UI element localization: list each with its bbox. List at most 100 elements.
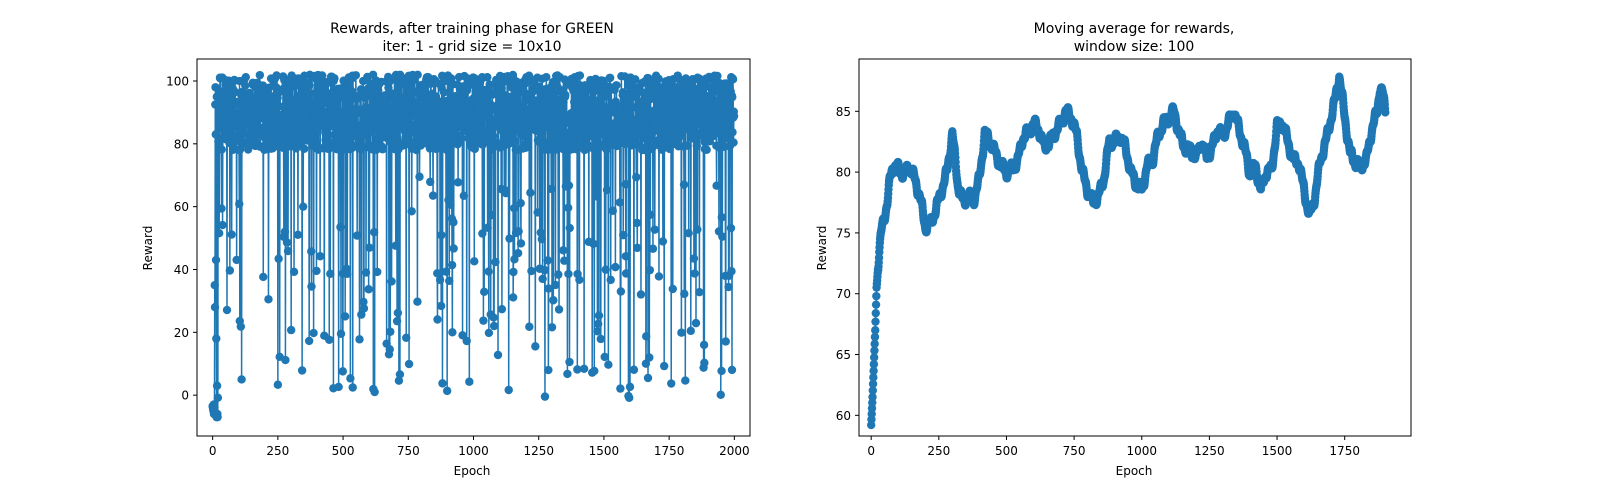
- rewards-data-point: [507, 105, 517, 114]
- rewards-data-point: [336, 222, 345, 232]
- rewards-data-point: [693, 225, 702, 234]
- rewards-data-point: [543, 256, 553, 265]
- rewards-data-point: [590, 366, 599, 376]
- rewards-data-point: [621, 180, 630, 189]
- rewards-data-point: [718, 232, 727, 241]
- rewards-data-point: [225, 266, 235, 275]
- moving-average-data-point: [871, 308, 880, 318]
- rewards-data-point: [210, 281, 219, 290]
- rewards-chart: Rewards, after training phase for GREEN …: [141, 21, 751, 478]
- rewards-data-point: [563, 369, 572, 379]
- rewards-data-point: [449, 218, 458, 227]
- moving-average-y-tick-label: 75: [836, 226, 851, 240]
- rewards-data-point: [456, 133, 466, 142]
- rewards-data-point: [596, 334, 605, 344]
- rewards-data-point: [216, 113, 226, 123]
- rewards-data-point: [263, 102, 272, 112]
- rewards-data-point: [319, 99, 328, 109]
- rewards-x-tick-label: 0: [209, 444, 217, 458]
- rewards-data-point: [509, 267, 518, 277]
- rewards-data-point: [312, 266, 321, 276]
- rewards-data-point: [355, 335, 364, 344]
- rewards-x-tick-label: 1250: [523, 444, 554, 458]
- rewards-data-point: [625, 393, 634, 402]
- rewards-y-tick-label: 100: [166, 74, 189, 88]
- rewards-data-point: [684, 228, 693, 238]
- rewards-data-point: [336, 329, 346, 338]
- rewards-data-point: [565, 357, 574, 367]
- rewards-data-point: [325, 335, 334, 344]
- rewards-data-point: [621, 252, 631, 261]
- rewards-data-point: [404, 359, 414, 369]
- rewards-data-point: [526, 188, 535, 197]
- rewards-data-point: [680, 289, 689, 299]
- rewards-data-point: [237, 375, 246, 384]
- rewards-x-tick-label: 250: [266, 444, 289, 458]
- moving-average-axes-frame: [858, 58, 1412, 437]
- rewards-data-point: [523, 132, 532, 141]
- rewards-data-point: [369, 227, 379, 237]
- rewards-data-point: [459, 191, 469, 200]
- rewards-data-point: [218, 104, 228, 114]
- rewards-data-point: [565, 223, 574, 233]
- rewards-data-point: [407, 207, 416, 216]
- rewards-data-point: [272, 71, 281, 80]
- rewards-data-point: [633, 243, 642, 253]
- rewards-data-point: [475, 116, 484, 126]
- rewards-data-point: [542, 106, 552, 116]
- rewards-data-point: [259, 122, 268, 132]
- rewards-data-point: [686, 126, 696, 135]
- rewards-data-point: [453, 178, 463, 187]
- rewards-data-point: [352, 231, 362, 240]
- rewards-data-point: [505, 234, 514, 243]
- rewards-data-point: [359, 297, 368, 307]
- rewards-data-point: [554, 270, 563, 279]
- rewards-data-point: [289, 267, 299, 277]
- rewards-x-tick-label: 2000: [719, 444, 750, 458]
- rewards-data-point: [338, 367, 348, 376]
- rewards-data-point: [567, 108, 576, 118]
- rewards-data-point: [465, 377, 474, 386]
- rewards-data-point: [537, 235, 547, 244]
- rewards-data-point: [544, 365, 553, 375]
- rewards-data-point: [728, 128, 737, 137]
- rewards-data-point: [605, 73, 615, 83]
- moving-average-y-tick-label: 60: [836, 409, 851, 423]
- rewards-data-point: [540, 265, 549, 275]
- rewards-data-point: [277, 126, 287, 135]
- rewards-data-point: [232, 255, 241, 265]
- rewards-data-point: [337, 107, 346, 117]
- rewards-data-point: [576, 107, 586, 117]
- rewards-data-point: [717, 213, 727, 222]
- rewards-data-point: [387, 277, 396, 286]
- rewards-data-point: [657, 145, 667, 154]
- rewards-data-point: [686, 326, 695, 336]
- rewards-data-point: [601, 265, 610, 274]
- rewards-data-point: [478, 229, 487, 238]
- rewards-data-point: [585, 116, 595, 125]
- moving-average-x-tick-label: 1750: [1329, 444, 1360, 458]
- rewards-data-point: [510, 255, 519, 264]
- rewards-data-point: [622, 92, 632, 102]
- rewards-data-point: [264, 295, 273, 304]
- rewards-data-point: [671, 83, 681, 92]
- rewards-data-point: [645, 265, 655, 275]
- rewards-data-point: [589, 239, 598, 248]
- rewards-data-point: [391, 241, 400, 250]
- moving-average-y-tick-label: 70: [836, 287, 851, 301]
- rewards-data-point: [211, 255, 221, 265]
- rewards-data-point: [348, 383, 357, 392]
- rewards-data-point: [437, 230, 446, 240]
- rewards-data-point: [255, 70, 265, 80]
- moving-average-series-line: [870, 75, 1387, 426]
- rewards-data-point: [315, 252, 325, 261]
- rewards-data-point: [433, 269, 442, 278]
- rewards-data-point: [448, 328, 457, 337]
- moving-average-data-point: [869, 373, 878, 382]
- rewards-data-point: [212, 334, 221, 343]
- rewards-data-point: [273, 380, 283, 389]
- moving-average-chart-xlabel: Epoch: [1116, 464, 1153, 478]
- rewards-data-point: [600, 352, 609, 362]
- rewards-data-point: [361, 268, 371, 277]
- rewards-data-point: [641, 332, 651, 341]
